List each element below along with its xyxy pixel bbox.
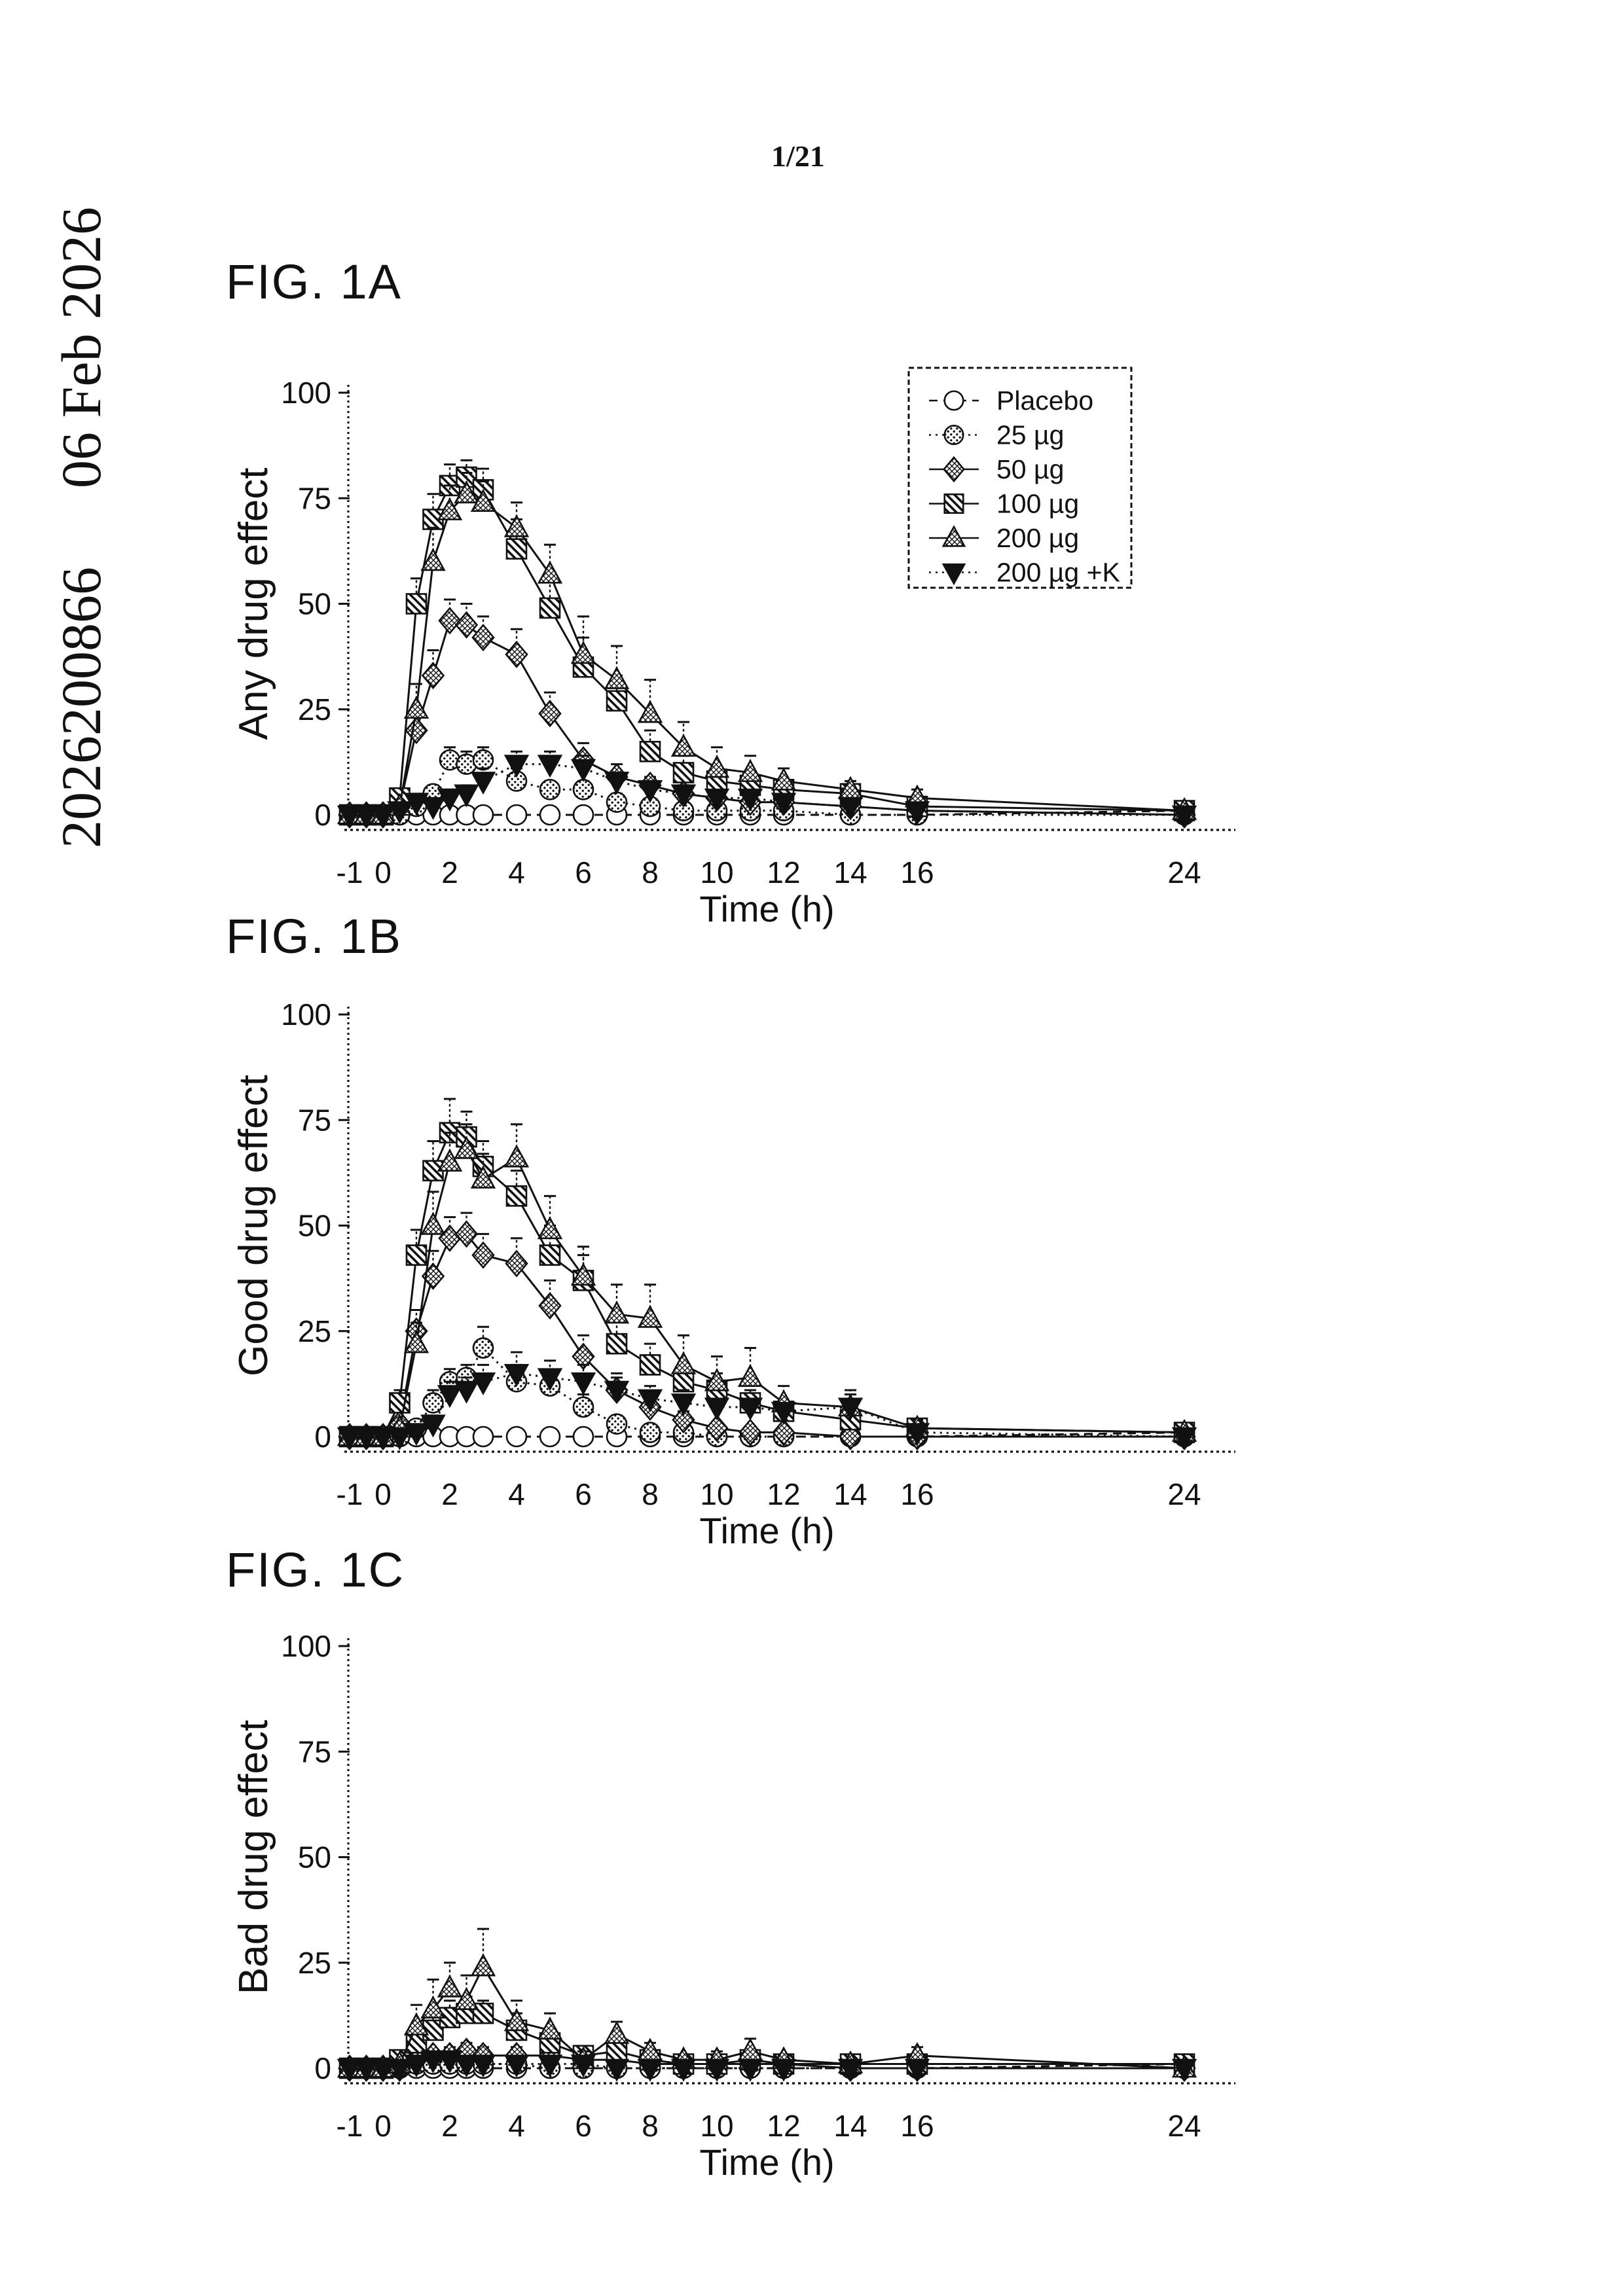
svg-text:16: 16 <box>900 2109 934 2143</box>
legend-label-200-g: 200 µg <box>996 523 1079 553</box>
svg-text:14: 14 <box>833 2109 867 2143</box>
legend-label-200-g-k: 200 µg +K <box>996 558 1120 588</box>
svg-text:10: 10 <box>700 1477 733 1511</box>
svg-text:6: 6 <box>575 855 592 889</box>
series-200-g-k <box>337 1351 1197 1450</box>
svg-text:10: 10 <box>700 855 733 889</box>
svg-text:24: 24 <box>1167 1477 1201 1511</box>
figure-title-1c: FIG. 1C <box>226 1543 405 1597</box>
markers <box>337 755 1197 829</box>
legend-label-25-g: 25 µg <box>996 420 1064 450</box>
svg-text:Time (h): Time (h) <box>699 888 834 929</box>
legend-marker-200-g-icon <box>941 525 966 547</box>
svg-text:25: 25 <box>298 1946 331 1980</box>
series-200-g-k <box>337 2050 1197 2082</box>
legend-marker-placebo-icon <box>943 390 964 411</box>
svg-text:24: 24 <box>1167 855 1201 889</box>
svg-text:16: 16 <box>900 855 934 889</box>
svg-text:12: 12 <box>767 2109 800 2143</box>
svg-text:Time (h): Time (h) <box>699 2142 834 2183</box>
svg-text:12: 12 <box>767 855 800 889</box>
sidebar-patent-number: 2026200866 <box>50 567 113 848</box>
sidebar-date: 06 Feb 2026 <box>50 207 113 488</box>
chart-legend: Placebo 25 µg 50 µg 100 µg 200 µg 200 µg +K <box>907 367 1133 589</box>
series-50-g <box>338 1211 1196 1451</box>
legend-marker-100-g-icon <box>943 493 964 514</box>
svg-text:100: 100 <box>281 997 331 1031</box>
figure-title-1a: FIG. 1A <box>226 255 402 309</box>
svg-text:50: 50 <box>298 1209 331 1243</box>
svg-text:2: 2 <box>441 1477 458 1511</box>
svg-text:6: 6 <box>575 2109 592 2143</box>
markers <box>337 2050 1197 2082</box>
figure-title-1b: FIG. 1B <box>226 909 402 963</box>
svg-text:24: 24 <box>1167 2109 1201 2143</box>
svg-text:8: 8 <box>642 1477 659 1511</box>
legend-marker-25-g-icon <box>943 424 964 446</box>
svg-text:16: 16 <box>900 1477 934 1511</box>
sidebar-rotated-text: 2026200866 06 Feb 2026 <box>48 207 114 848</box>
svg-text:100: 100 <box>281 376 331 410</box>
svg-text:0: 0 <box>374 1477 392 1511</box>
svg-text:Any drug effect: Any drug effect <box>231 468 276 740</box>
markers <box>338 1220 1196 1451</box>
svg-text:75: 75 <box>298 1734 331 1768</box>
legend-marker-200-g-k-icon <box>941 563 966 586</box>
svg-text:0: 0 <box>314 1420 331 1454</box>
svg-text:12: 12 <box>767 1477 800 1511</box>
svg-text:Time (h): Time (h) <box>699 1510 834 1551</box>
legend-marker-50-g-icon <box>943 456 965 483</box>
svg-text:2: 2 <box>441 855 458 889</box>
svg-text:4: 4 <box>508 2109 525 2143</box>
svg-text:4: 4 <box>508 1477 525 1511</box>
svg-text:0: 0 <box>314 798 331 832</box>
svg-text:0: 0 <box>374 855 392 889</box>
markers <box>337 1363 1197 1450</box>
svg-text:25: 25 <box>298 1314 331 1348</box>
svg-text:0: 0 <box>314 2051 331 2085</box>
svg-text:25: 25 <box>298 692 331 726</box>
svg-text:8: 8 <box>642 855 659 889</box>
legend-label-placebo: Placebo <box>996 386 1093 416</box>
svg-text:-1: -1 <box>337 855 363 889</box>
svg-text:-1: -1 <box>337 2109 363 2143</box>
svg-text:100: 100 <box>281 1629 331 1663</box>
svg-text:50: 50 <box>298 1840 331 1874</box>
svg-text:50: 50 <box>298 587 331 621</box>
svg-text:75: 75 <box>298 481 331 515</box>
legend-label-50-g: 50 µg <box>996 454 1064 484</box>
svg-text:6: 6 <box>575 1477 592 1511</box>
svg-text:Bad drug effect: Bad drug effect <box>231 1720 276 1994</box>
svg-text:10: 10 <box>700 2109 733 2143</box>
svg-text:14: 14 <box>833 1477 867 1511</box>
series-200-g-k <box>337 750 1197 829</box>
svg-text:2: 2 <box>441 2109 458 2143</box>
legend-label-100-g: 100 µg <box>996 489 1079 519</box>
svg-text:Good drug effect: Good drug effect <box>231 1075 276 1376</box>
svg-text:0: 0 <box>374 2109 392 2143</box>
svg-text:75: 75 <box>298 1103 331 1137</box>
svg-text:14: 14 <box>833 855 867 889</box>
page-number: 1/21 <box>771 139 825 173</box>
svg-text:-1: -1 <box>337 1477 363 1511</box>
svg-text:4: 4 <box>508 855 525 889</box>
svg-text:8: 8 <box>642 2109 659 2143</box>
